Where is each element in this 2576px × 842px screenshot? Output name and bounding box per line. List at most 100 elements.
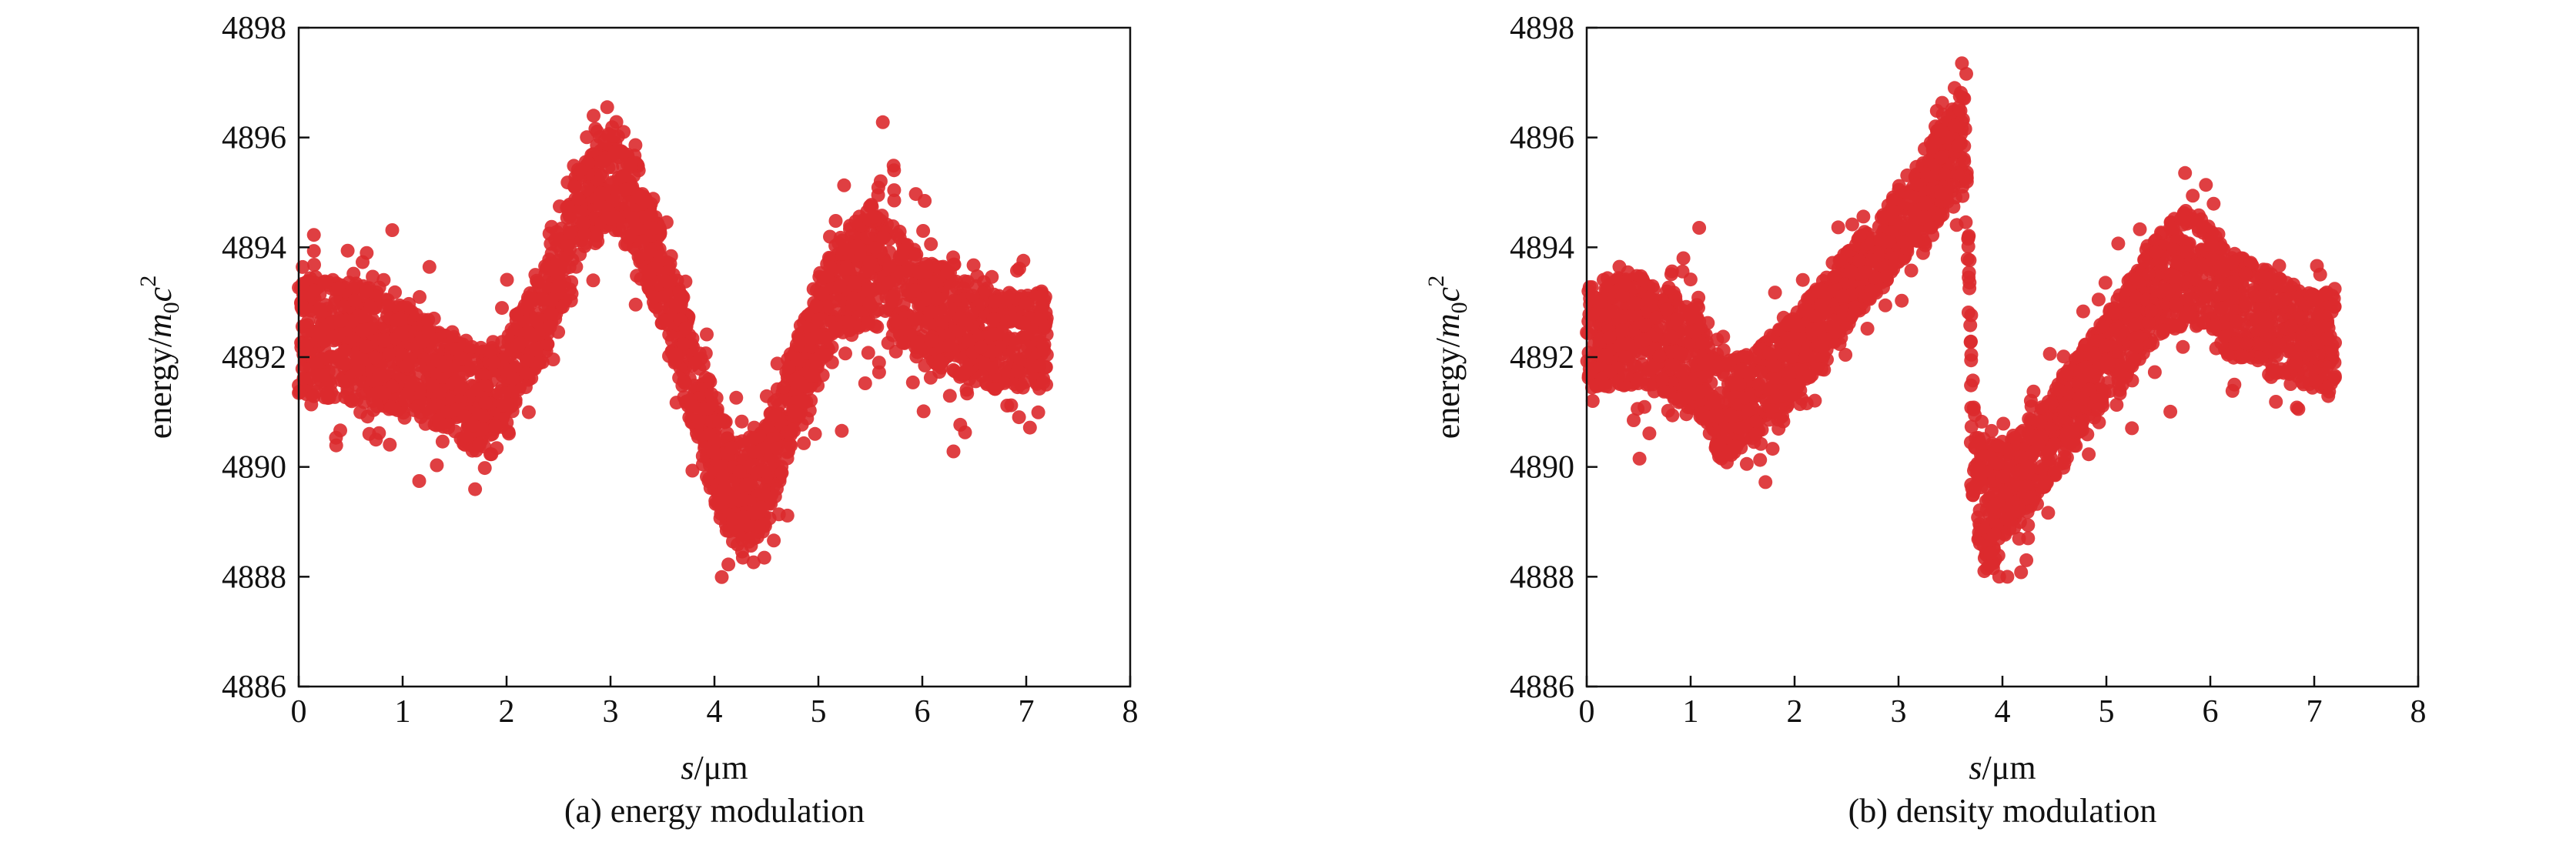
- scatter-point: [908, 283, 922, 298]
- x-tick-label: 7: [1019, 694, 1035, 730]
- scatter-point: [468, 482, 483, 496]
- scatter-point: [513, 336, 527, 350]
- scatter-point: [688, 356, 703, 370]
- scatter-point: [819, 331, 834, 346]
- scatter-point: [718, 483, 732, 496]
- scatter-point: [736, 510, 751, 524]
- scatter-point: [868, 241, 882, 256]
- scatter-point: [549, 225, 564, 239]
- scatter-point: [691, 414, 706, 428]
- x-tick-label: 5: [811, 694, 827, 730]
- scatter-point: [369, 433, 383, 447]
- scatter-point: [385, 223, 400, 237]
- scatter-point: [416, 334, 430, 349]
- scatter-point: [400, 359, 414, 373]
- scatter-point: [2109, 398, 2124, 412]
- scatter-point: [618, 237, 633, 252]
- scatter-point: [394, 325, 409, 339]
- scatter-point: [431, 338, 446, 353]
- scatter-point: [842, 315, 857, 329]
- scatter-point: [946, 444, 961, 459]
- scatter-point: [933, 356, 948, 370]
- scatter-point: [685, 463, 700, 478]
- scatter-point: [759, 389, 774, 403]
- scatter-point: [696, 402, 711, 416]
- scatter-point: [543, 319, 557, 334]
- scatter-point: [530, 273, 544, 288]
- scatter-point: [732, 464, 747, 479]
- scatter-point: [1016, 316, 1031, 330]
- scatter-point: [354, 350, 369, 365]
- scatter-point: [596, 186, 611, 201]
- scatter-point: [303, 371, 318, 386]
- scatter-point: [307, 258, 321, 272]
- scatter-point: [659, 274, 674, 289]
- scatter-point: [465, 339, 480, 354]
- scatter-point: [388, 285, 402, 299]
- scatter-point: [1627, 413, 1641, 427]
- scatter-point: [381, 298, 396, 312]
- scatter-point: [690, 426, 704, 440]
- scatter-point: [296, 287, 310, 302]
- scatter-point: [571, 191, 586, 205]
- scatter-point: [1664, 264, 1679, 279]
- scatter-point: [1018, 296, 1032, 310]
- scatter-point: [1036, 375, 1051, 389]
- scatter-point: [342, 276, 356, 290]
- scatter-point: [858, 376, 872, 390]
- scatter-point: [860, 230, 875, 245]
- scatter-point: [726, 534, 740, 549]
- scatter-point: [922, 316, 936, 330]
- scatter-point: [1683, 272, 1698, 287]
- scatter-point: [871, 365, 886, 379]
- x-tick-label: 3: [603, 694, 619, 730]
- scatter-point: [985, 269, 999, 284]
- scatter-point: [2225, 383, 2240, 398]
- scatter-point: [376, 272, 391, 287]
- scatter-point: [758, 464, 772, 479]
- scatter-point: [329, 438, 343, 453]
- x-tick-label: 0: [291, 694, 307, 730]
- scatter-point: [544, 307, 559, 322]
- scatter-point: [898, 242, 913, 256]
- scatter-point: [2056, 349, 2071, 364]
- scatter-point: [861, 282, 875, 296]
- scatter-point: [924, 237, 938, 252]
- scatter-point: [478, 396, 493, 410]
- scatter-point: [888, 344, 903, 359]
- scatter-point: [471, 406, 486, 421]
- scatter-point: [370, 399, 384, 413]
- scatter-point: [337, 343, 352, 358]
- scatter-point: [519, 353, 534, 368]
- scatter-point: [678, 274, 693, 289]
- scatter-point: [942, 301, 957, 316]
- scatter-point: [746, 444, 761, 459]
- scatter-point: [805, 332, 819, 346]
- scatter-point: [382, 346, 396, 361]
- scatter-point: [1612, 259, 1627, 274]
- scatter-point: [861, 346, 875, 360]
- scatter-point: [609, 115, 624, 129]
- scatter-point: [317, 334, 332, 349]
- scatter-point: [1904, 263, 1919, 278]
- scatter-point: [739, 477, 754, 492]
- scatter-point: [435, 359, 450, 373]
- x-tick-label: 2: [499, 694, 515, 730]
- scatter-point: [422, 406, 437, 420]
- scatter-point: [974, 340, 988, 355]
- scatter-point: [526, 329, 540, 343]
- scatter-point: [340, 243, 355, 258]
- scatter-point: [555, 299, 570, 314]
- scatter-point: [960, 386, 975, 401]
- scatter-point: [499, 396, 514, 410]
- scatter-point: [2206, 196, 2221, 211]
- scatter-point: [436, 370, 450, 384]
- scatter-point: [1739, 456, 1754, 471]
- scatter-point: [628, 297, 643, 312]
- scatter-point: [383, 437, 397, 452]
- scatter-point: [306, 244, 321, 259]
- scatter-point: [552, 279, 566, 293]
- scatter-point: [363, 299, 378, 314]
- scatter-point: [720, 426, 734, 441]
- scatter-point: [871, 180, 885, 195]
